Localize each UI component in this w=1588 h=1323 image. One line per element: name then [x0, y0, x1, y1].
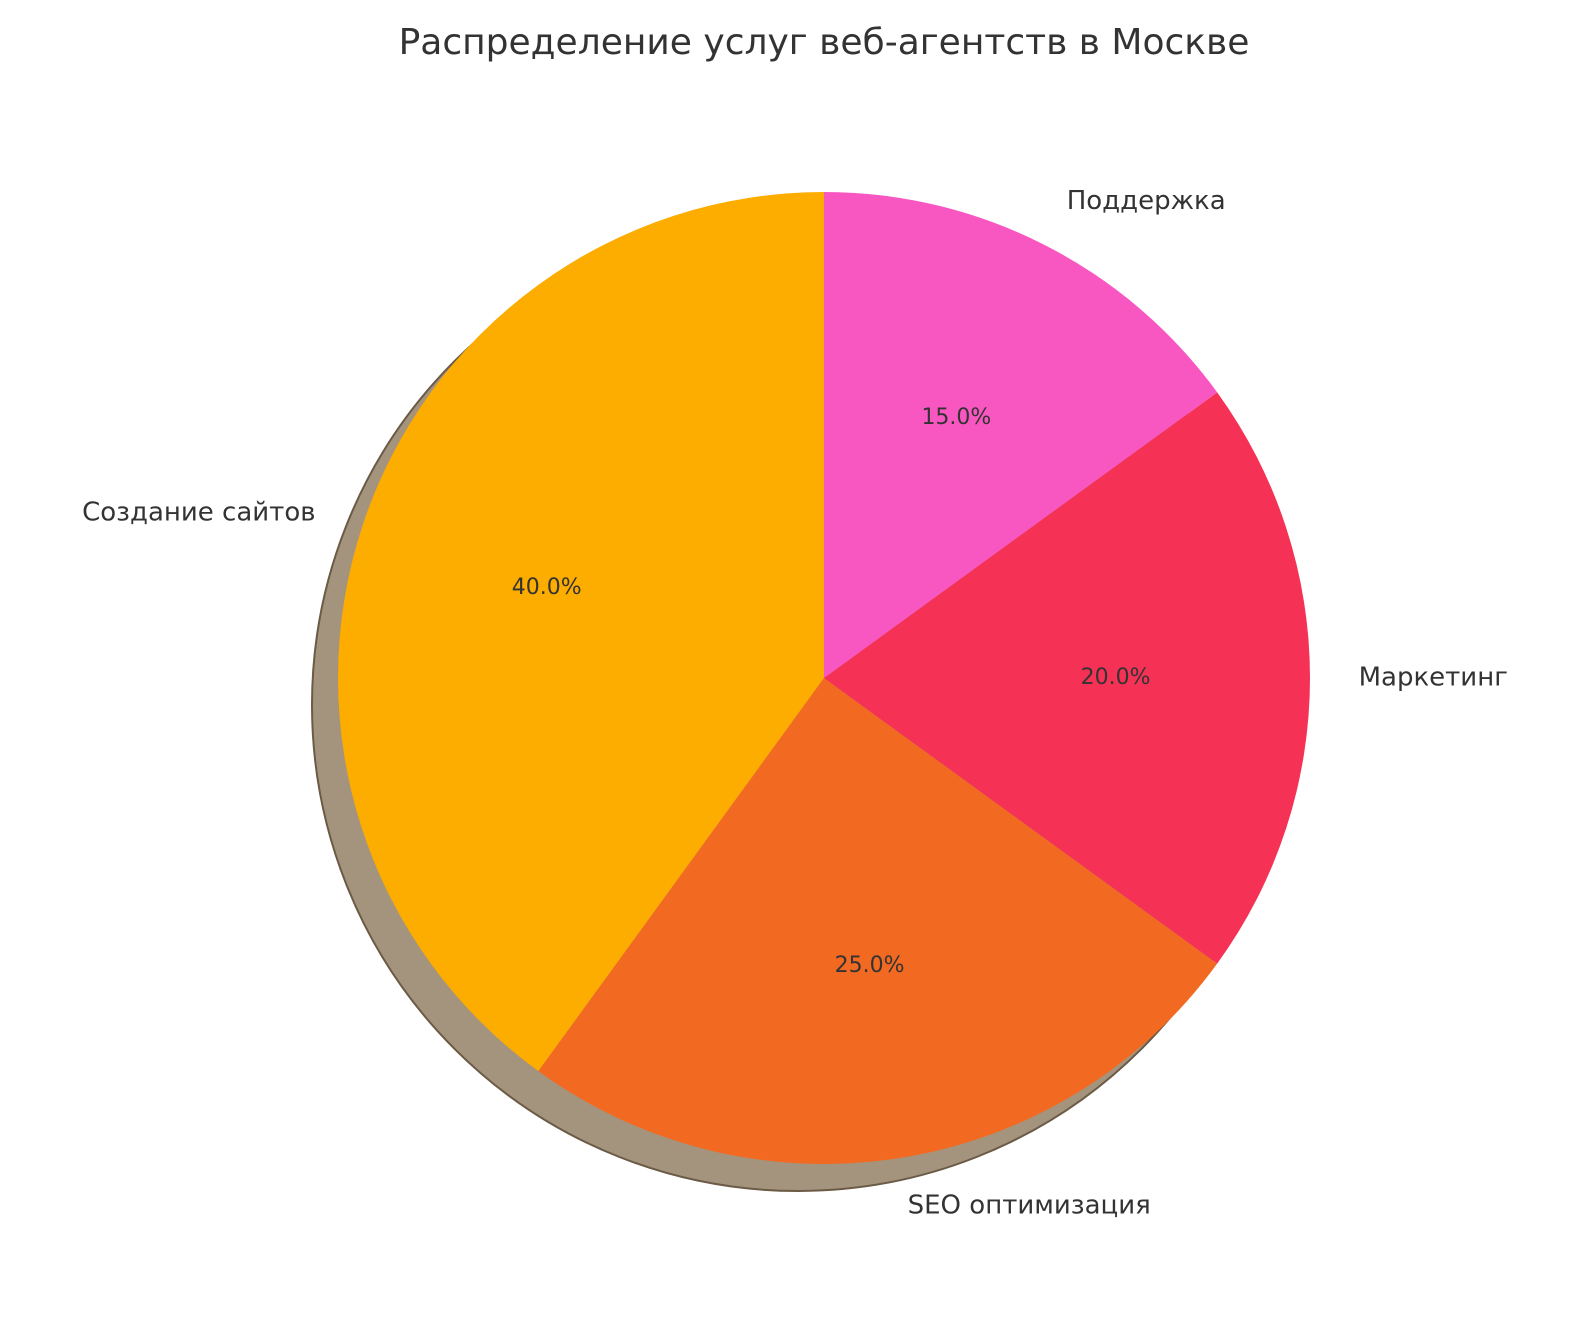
pie-slice-маркетинг: [824, 392, 1310, 964]
pie-labels: Создание сайтов 40.0% SEO оптимизация 25.0%…: [82, 186, 1508, 1220]
slice-label: Маркетинг: [1359, 663, 1508, 693]
slice-percent-label: 15.0%: [921, 405, 991, 430]
slice-label: SEO оптимизация: [908, 1191, 1151, 1221]
slice-label: Поддержка: [1067, 186, 1226, 216]
pie-slice-seo-оптимизация: [538, 678, 1218, 1164]
slice-percent-label: 20.0%: [1081, 665, 1151, 690]
pie-slice-поддержка: [824, 192, 1218, 678]
slice-percent-label: 25.0%: [835, 953, 905, 978]
slice-percent-label: 40.0%: [512, 575, 582, 600]
pie-slice-создание-сайтов: [338, 192, 824, 1072]
slice-label: Создание сайтов: [82, 497, 315, 527]
pie-slices: [338, 192, 1310, 1164]
chart-title: Распределение услуг веб-агентств в Москв…: [399, 22, 1250, 63]
